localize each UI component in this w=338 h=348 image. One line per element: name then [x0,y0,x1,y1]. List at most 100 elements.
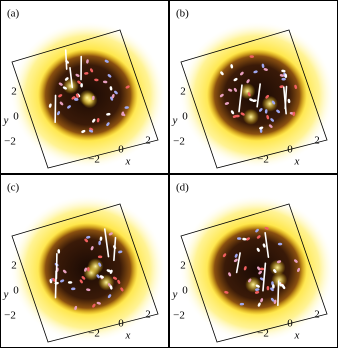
dot [81,129,86,133]
dot [112,276,118,280]
dot [77,80,81,85]
dot [266,285,270,291]
dot [96,118,100,123]
dot [279,74,285,77]
dot [120,287,124,292]
dot [257,266,261,271]
x-tick-label: 2 [314,309,320,321]
dot [106,112,111,116]
y-axis-label: y [3,115,9,127]
dot [259,277,264,281]
x-axis-label: x [294,156,300,168]
dot [271,100,276,105]
dot [282,285,286,290]
bright-spot [261,95,278,112]
dot [109,285,113,290]
dot [268,124,273,128]
dot [125,85,130,89]
dot [256,247,260,252]
dot [84,267,87,272]
dot [242,237,247,241]
dot [74,98,79,101]
dot [240,112,245,116]
dot [279,85,284,88]
streak [256,83,261,108]
dot [240,71,244,76]
dot [114,90,118,95]
dot [102,80,108,84]
dot [87,267,90,272]
dot [86,59,89,64]
dot [233,258,238,263]
x-tick-label: 0 [118,144,124,156]
dot [230,64,234,69]
dot [277,242,283,246]
bright-spot [87,258,104,275]
dot [60,279,65,283]
dot [75,93,79,98]
x-axis-label: x [125,330,131,342]
dot [270,297,275,302]
panel-label: (d) [176,182,189,194]
panel: (b) 2 0 −2 y −2 0 2 x [169,0,338,174]
dot [252,99,257,102]
dot [98,262,102,267]
dot [259,108,263,112]
y-tick-label: 2 [11,260,17,272]
bright-spot [239,83,256,100]
bright-spot [271,272,288,289]
y-axis-label: y [172,115,178,127]
dot [62,269,67,274]
dot [276,260,282,264]
dot [233,87,237,92]
dot [92,303,96,308]
dot [246,237,250,241]
dot [106,269,111,273]
dot [224,102,230,105]
panel: (c) 2 0 −2 y −2 0 2 x [0,174,169,348]
dot [248,278,252,283]
dot [258,270,262,275]
dot [263,68,268,71]
dot [67,281,73,284]
dot [257,302,261,307]
dot [98,240,101,246]
bright-spot [242,108,259,125]
dot [234,253,238,258]
dot [64,77,69,81]
dot [84,238,88,243]
dot [256,235,261,239]
dot [59,101,64,106]
dot [281,77,286,81]
dot [294,259,298,263]
dot [253,70,258,74]
dot [270,118,274,122]
dot [52,277,56,282]
dot [270,287,274,292]
dot [106,122,110,127]
dot [262,243,266,248]
dot [117,279,121,284]
dot [247,92,251,97]
panel: (d) 2 0 −2 y −2 0 2 x [169,174,338,348]
y-tick-label: 0 [182,285,188,297]
dot [86,235,91,239]
dot [81,276,86,280]
streak [69,66,74,89]
dot [99,275,104,279]
dot [220,71,224,76]
dot [228,272,232,277]
dot [276,109,281,114]
dot [259,126,264,130]
dot [281,69,286,73]
dot [91,95,95,101]
y-tick-label: 0 [13,285,19,297]
plot-box [11,203,159,343]
dot [235,114,240,118]
streak [103,228,110,258]
dot [94,78,99,82]
dot [294,84,298,90]
x-tick-label: 2 [314,135,320,147]
y-tick-label: 2 [180,260,186,272]
